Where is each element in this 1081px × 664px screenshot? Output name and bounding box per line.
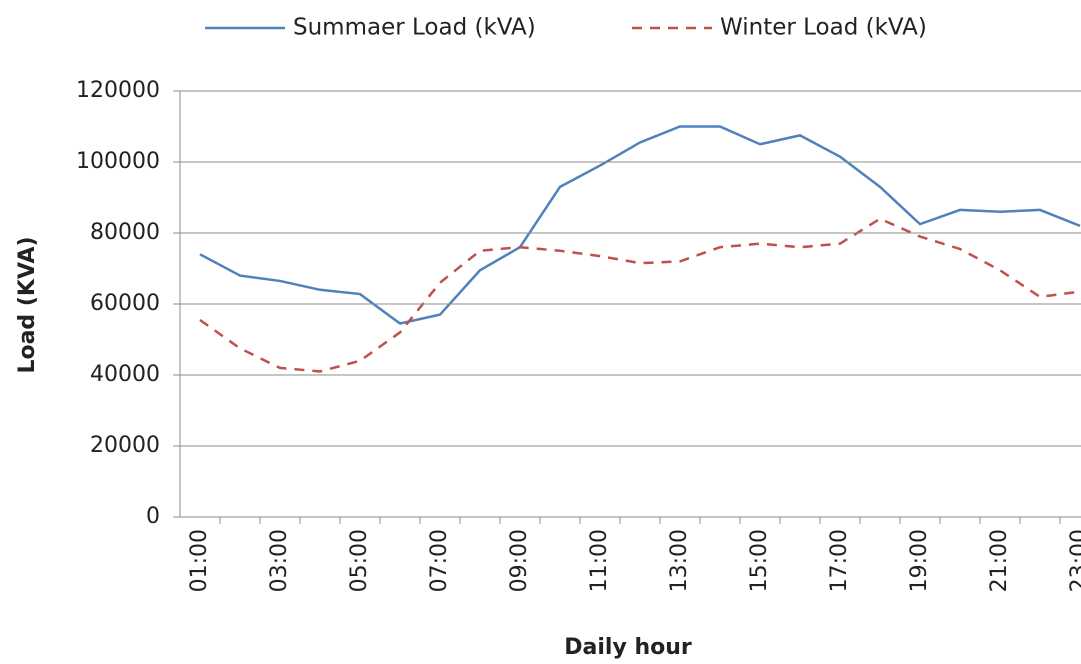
y-tick-label: 60000 bbox=[90, 291, 160, 316]
x-tick-label: 03:00 bbox=[267, 529, 292, 592]
y-tick-label: 80000 bbox=[90, 220, 160, 245]
y-tick-label: 120000 bbox=[76, 78, 160, 103]
x-tick-label: 07:00 bbox=[427, 529, 452, 592]
data-line bbox=[199, 125, 1081, 325]
y-axis-title: Load (KVA) bbox=[15, 236, 40, 373]
legend-label: Summaer Load (kVA) bbox=[293, 15, 536, 41]
y-tick-label: 0 bbox=[146, 504, 160, 529]
x-tick-label: 17:00 bbox=[827, 529, 852, 592]
x-tick-label: 13:00 bbox=[667, 529, 692, 592]
y-tick-label: 100000 bbox=[76, 149, 160, 174]
x-tick-label: 11:00 bbox=[587, 529, 612, 592]
plot bbox=[199, 125, 1081, 524]
data-line bbox=[199, 217, 1081, 373]
x-tick-label: 23:00 bbox=[1067, 529, 1081, 592]
x-tick-label: 01:00 bbox=[187, 529, 212, 592]
legend-label: Winter Load (kVA) bbox=[720, 15, 927, 41]
y-tick-label: 40000 bbox=[90, 362, 160, 387]
x-tick-label: 19:00 bbox=[907, 529, 932, 592]
y-tick-label: 20000 bbox=[90, 433, 160, 458]
x-tick-label: 15:00 bbox=[747, 529, 772, 592]
x-tick-label: 05:00 bbox=[347, 529, 372, 592]
x-tick-label: 21:00 bbox=[987, 529, 1012, 592]
x-axis-title: Daily hour bbox=[564, 635, 692, 660]
x-tick-label: 09:00 bbox=[507, 529, 532, 592]
